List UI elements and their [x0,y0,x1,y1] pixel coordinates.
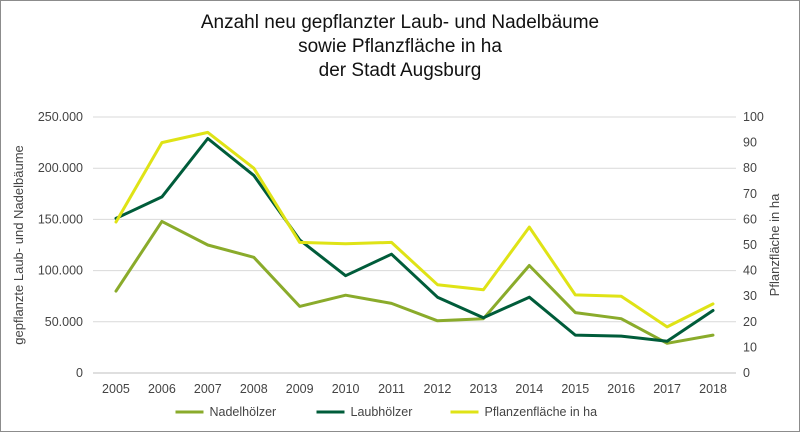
x-tick-label: 2017 [653,382,681,396]
x-tick-label: 2013 [469,382,497,396]
x-axis-ticks: 2005 2006 2007 2008 2009 2010 2011 2012 2013 2014… [102,382,727,396]
series-line-nadelh-lzer [114,219,715,345]
y2-tick-label: 80 [743,161,757,175]
chart-title-line-3: der Stadt Augsburg [318,60,482,81]
x-tick-label: 2016 [607,382,635,396]
x-tick-label: 2010 [332,382,360,396]
x-tick-label: 2005 [102,382,130,396]
y-tick-label: 250.000 [38,110,83,124]
y2-tick-label: 10 [743,340,757,354]
x-tick-label: 2018 [699,382,727,396]
y-tick-label: 150.000 [38,212,83,226]
y2-tick-label: 20 [743,315,757,329]
y-axis-left-title: gepflanzte Laub- und Nadelbäume [11,145,26,344]
y2-tick-label: 70 [743,187,757,201]
y2-tick-label: 40 [743,264,757,278]
chart-title-line-2: sowie Pflanzfläche in ha [298,36,502,57]
y2-tick-label: 0 [743,366,750,380]
legend-label: Pflanzenfläche in ha [485,405,598,419]
x-tick-label: 2011 [378,382,405,396]
y2-tick-label: 30 [743,289,757,303]
x-tick-label: 2007 [194,382,222,396]
y2-tick-label: 90 [743,136,757,150]
chart-title: Anzahl neu gepflanzter Laub- und Nadelbä… [1,11,799,83]
y-tick-label: 100.000 [38,264,83,278]
y-axis-right-ticks: 0 10 20 30 40 50 60 70 80 90 100 [743,110,764,380]
y2-tick-label: 50 [743,238,757,252]
y2-tick-label: 100 [743,110,764,124]
y-axis-right-title: Pflanzfläche in ha [767,193,782,296]
series-line-pflanzenfl-che-in-ha [114,130,715,329]
chart-title-line-1: Anzahl neu gepflanzter Laub- und Nadelbä… [200,12,600,33]
x-tick-label: 2014 [515,382,543,396]
grid-lines [93,116,736,374]
legend-label: Laubhölzer [351,405,413,419]
y-tick-label: 0 [76,366,83,380]
x-tick-label: 2015 [561,382,589,396]
legend-label: Nadelhölzer [210,405,277,419]
series-line-laubh-lzer [114,137,715,343]
series-lines [114,130,715,345]
x-tick-label: 2012 [424,382,452,396]
x-tick-label: 2006 [148,382,176,396]
y2-tick-label: 60 [743,212,757,226]
legend: Nadelhölzer Laubhölzer Pflanzenfläche in h… [175,405,598,419]
y-tick-label: 200.000 [38,161,83,175]
x-tick-label: 2009 [286,382,314,396]
y-axis-left-ticks: 0 50.000 100.000 150.000 200.000 250.000 [38,110,83,380]
y-tick-label: 50.000 [45,315,83,329]
x-tick-label: 2008 [240,382,268,396]
